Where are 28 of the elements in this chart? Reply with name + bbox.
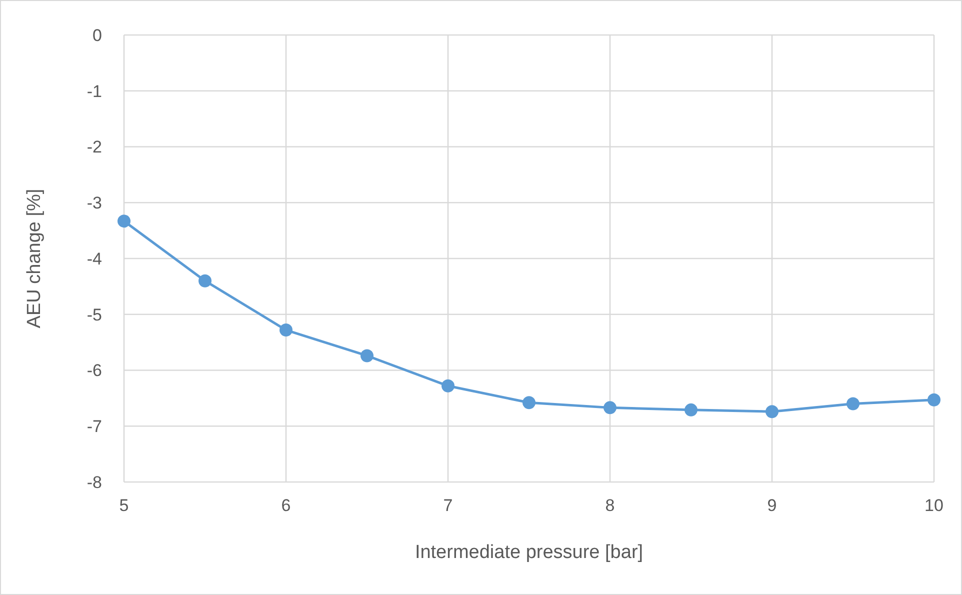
point <box>360 349 374 362</box>
y-tick-label: 0 <box>92 26 102 45</box>
y-tick-label: -5 <box>86 305 102 324</box>
y-tick-label: -4 <box>86 249 102 268</box>
x-tick-label: 5 <box>119 496 129 515</box>
point <box>118 214 130 228</box>
y-tick-label: -1 <box>86 82 102 101</box>
x-tick-label: 10 <box>924 496 944 515</box>
point <box>684 403 698 416</box>
x-tick-label: 9 <box>767 496 777 515</box>
y-tick-label: -6 <box>86 361 102 380</box>
point <box>846 397 860 410</box>
point <box>604 401 616 414</box>
point <box>766 405 778 418</box>
point <box>522 396 536 410</box>
point <box>442 379 454 392</box>
point <box>928 393 940 406</box>
x-tick-label: 6 <box>281 496 291 515</box>
x-tick-label: 7 <box>443 496 453 515</box>
y-tick-label: -8 <box>86 472 102 492</box>
point <box>280 324 292 337</box>
point <box>198 274 212 288</box>
y-tick-label: -3 <box>86 194 102 213</box>
x-axis-title: Intermediate pressure [bar] <box>414 542 644 563</box>
y-axis-title: AEU change [%] <box>24 188 45 328</box>
y-tick-label: -7 <box>86 417 102 436</box>
x-tick-label: 8 <box>605 496 615 515</box>
y-tick-label: -2 <box>86 138 102 157</box>
